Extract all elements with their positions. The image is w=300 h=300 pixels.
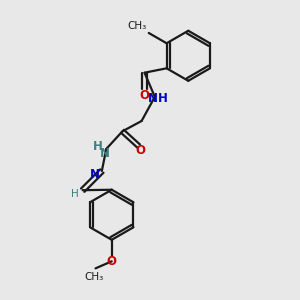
Text: H: H <box>71 189 79 199</box>
Text: H: H <box>93 140 103 152</box>
Text: H: H <box>158 92 168 105</box>
Text: N: N <box>148 92 158 105</box>
Text: CH₃: CH₃ <box>84 272 104 282</box>
Text: CH₃: CH₃ <box>127 22 146 32</box>
Text: O: O <box>140 89 149 102</box>
Text: N: N <box>100 147 110 160</box>
Text: O: O <box>107 255 117 268</box>
Text: N: N <box>90 168 100 181</box>
Text: O: O <box>135 144 145 157</box>
